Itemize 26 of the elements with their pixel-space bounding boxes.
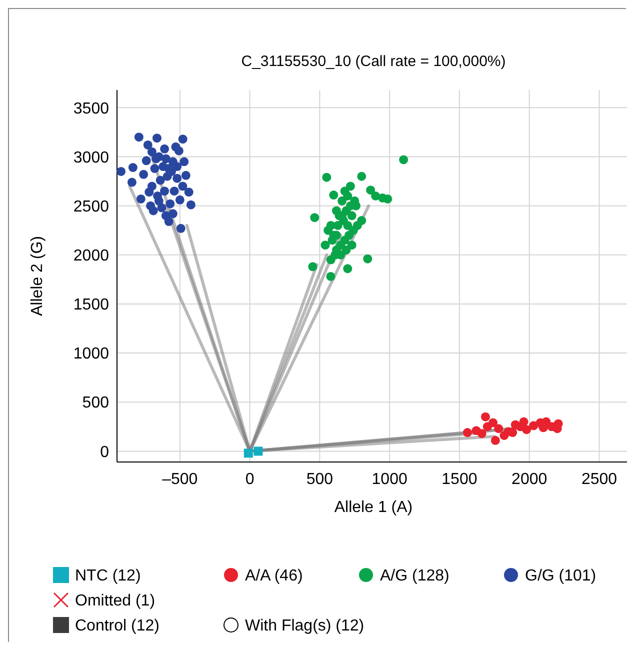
y-tick-label: 2000 [73,247,110,264]
x-axis-title: Allele 1 (A) [334,499,413,516]
y-tick-label: 1000 [73,346,110,363]
legend-label: Omitted (1) [75,592,156,610]
y-tick-label: 1500 [73,296,110,314]
figure-border: C_31155530_10 (Call rate = 100,000%) –500 0 500 1000 1500 2000 2500 0 500 1000 1500 2000 2500 3000 3500 Allele 1 (A) Allele 2 (G) NTC (12) A/A (46) A/G (128) G/G (101) Omitted (1) Control (12) With Flag(s) (12) [8,8,626,642]
x-tick-label: 500 [306,471,334,488]
x-tick-label: 1500 [442,471,478,488]
y-tick-label: 3000 [73,149,110,166]
legend-label: With Flag(s) (12) [245,618,364,635]
x-tick-label: 1000 [372,471,408,488]
x-tick-label: –500 [162,471,198,488]
legend-label: NTC (12) [75,568,141,585]
legend-label: A/G (128) [380,568,450,585]
legend-label: A/A (46) [245,568,303,585]
y-axis-title: Allele 2 (G) [29,236,46,316]
x-tick-label: 2000 [512,471,548,488]
y-tick-label: 0 [100,444,110,461]
x-tick-label: 0 [245,471,254,488]
y-tick-label: 500 [82,394,110,412]
y-tick-label: 3500 [73,100,110,118]
legend-label: G/G (101) [525,568,596,585]
x-tick-label: 2500 [581,471,618,488]
chart-title: C_31155530_10 (Call rate = 100,000%) [241,53,506,70]
y-tick-label: 2500 [73,198,110,216]
legend-label: Control (12) [75,618,160,635]
